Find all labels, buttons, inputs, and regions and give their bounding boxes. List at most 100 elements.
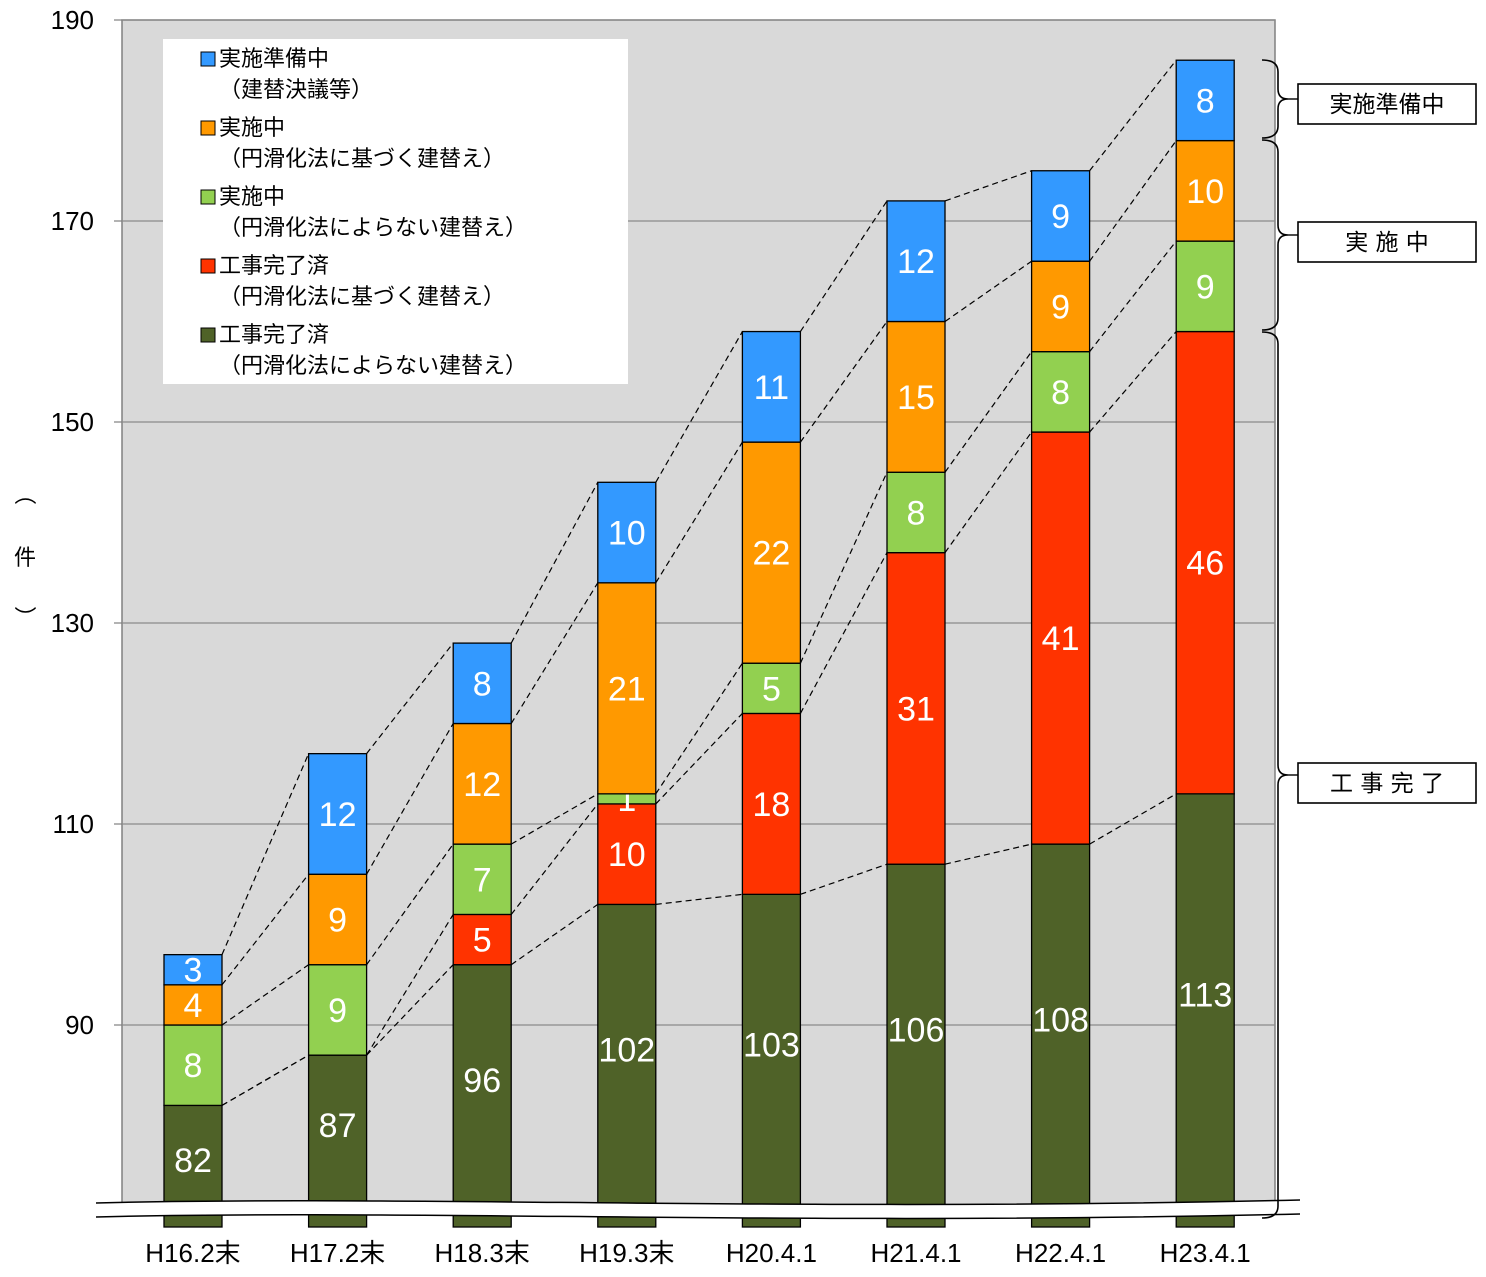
data-label: 4 — [184, 987, 203, 1025]
data-label: 9 — [328, 901, 347, 939]
connector-line — [221, 964, 309, 1026]
bar-segment — [886, 320, 946, 473]
connector-line — [1089, 140, 1177, 262]
x-axis-ticks: H16.2末 H17.2末 H18.3末 H19.3末 H20.4.1 H21.4.1 H2… — [145, 1238, 1250, 1268]
connector-line — [1089, 240, 1177, 353]
x-tick-label: H17.2末 — [290, 1238, 385, 1268]
connector-line — [799, 472, 888, 664]
x-tick-label: H21.4.1 — [870, 1238, 961, 1268]
data-label: 82 — [174, 1142, 212, 1180]
group-box — [1297, 83, 1477, 125]
legend-sublabel: （円滑化法によらない建替え） — [219, 216, 527, 241]
data-label: 11 — [754, 369, 789, 407]
bar-segment — [163, 984, 223, 1026]
connector-line — [799, 552, 888, 714]
y-tick-label: 190 — [51, 5, 94, 35]
legend-swatch — [200, 327, 216, 343]
data-label: 8 — [907, 494, 926, 532]
bar-segment — [886, 552, 946, 865]
connector-line — [799, 200, 888, 332]
connector-line — [366, 843, 454, 966]
data-label: 18 — [752, 786, 790, 824]
connector-line — [1089, 793, 1177, 845]
connector-line — [510, 803, 599, 915]
bar-segment — [1175, 240, 1235, 333]
bar-segment — [452, 964, 512, 1228]
legend-swatch — [200, 189, 216, 205]
bar-segment — [452, 722, 512, 845]
connector-line — [655, 662, 743, 795]
bar-segment — [1030, 350, 1091, 433]
connector-line — [221, 873, 310, 986]
axis-break-line-lower — [95, 1213, 1301, 1220]
bar-segment — [163, 954, 223, 986]
data-label: 113 — [1178, 976, 1232, 1014]
y-tick-label: 110 — [53, 809, 94, 839]
connector-line — [655, 713, 743, 805]
legend-label: 実施準備中 — [219, 47, 329, 72]
bar-segment — [1030, 431, 1091, 845]
data-label: 31 — [897, 690, 935, 728]
bar-segment — [1175, 330, 1235, 795]
bar-segment — [886, 471, 946, 554]
bar-segment — [307, 1054, 368, 1228]
data-label: 41 — [1042, 620, 1080, 658]
data-label: 87 — [319, 1107, 357, 1145]
bar-segment — [1175, 793, 1235, 1228]
bar-segment — [452, 843, 512, 916]
connector-line — [366, 723, 454, 875]
bar-segment — [597, 481, 657, 584]
y-axis-label: （ 件 ） — [11, 483, 36, 628]
legend-swatch — [200, 51, 216, 67]
legend-sublabel: （円滑化法に基づく建替え） — [219, 147, 505, 172]
group-label: 実 施 中 — [1345, 230, 1429, 256]
data-label: 102 — [598, 1032, 655, 1070]
x-tick-label: H16.2末 — [145, 1238, 240, 1268]
bar-segment — [741, 441, 802, 664]
bar-segment — [741, 662, 802, 715]
bar-segment — [1175, 59, 1235, 142]
connector-line — [1089, 59, 1177, 172]
data-label: 9 — [328, 992, 347, 1030]
bar-segment — [597, 903, 657, 1228]
data-label: 9 — [1051, 198, 1070, 236]
connector-line — [799, 321, 888, 443]
bar-segment — [163, 1024, 223, 1107]
x-tick-label: H20.4.1 — [726, 1238, 817, 1268]
data-label: 12 — [897, 243, 935, 281]
bar-segment — [597, 582, 657, 795]
legend-swatch — [200, 120, 216, 136]
data-label: 103 — [743, 1027, 800, 1065]
connector-line — [944, 260, 1032, 322]
connector-line — [944, 351, 1033, 473]
axis-break — [95, 1199, 1301, 1220]
data-label: 8 — [1051, 374, 1070, 412]
group-box — [1297, 762, 1477, 804]
data-label: 108 — [1032, 1002, 1089, 1040]
x-tick-label: H19.3末 — [579, 1238, 674, 1268]
bar-segment — [886, 200, 946, 323]
legend-sublabel: （円滑化法によらない建替え） — [219, 354, 527, 379]
connector-line — [944, 843, 1032, 865]
connector-line — [366, 914, 454, 1056]
bar-segment — [307, 964, 368, 1056]
legend-sublabel: （円滑化法に基づく建替え） — [219, 285, 505, 310]
x-tick-label: H23.4.1 — [1160, 1238, 1251, 1268]
group-box — [1297, 221, 1477, 263]
data-label: 8 — [184, 1047, 203, 1085]
legend-label: 実施中 — [219, 185, 285, 210]
connector-line — [510, 582, 599, 724]
data-label: 12 — [463, 766, 501, 804]
data-label: 10 — [608, 515, 646, 553]
bar-segment — [741, 893, 802, 1228]
data-label: 96 — [463, 1062, 501, 1100]
data-label: 7 — [473, 861, 492, 899]
bar-segment — [1175, 139, 1235, 242]
y-axis-label-char: ） — [11, 606, 36, 628]
connector-line — [366, 964, 454, 1056]
data-label: 3 — [184, 952, 203, 990]
connector-line — [800, 863, 888, 895]
data-label: 8 — [1196, 82, 1215, 120]
